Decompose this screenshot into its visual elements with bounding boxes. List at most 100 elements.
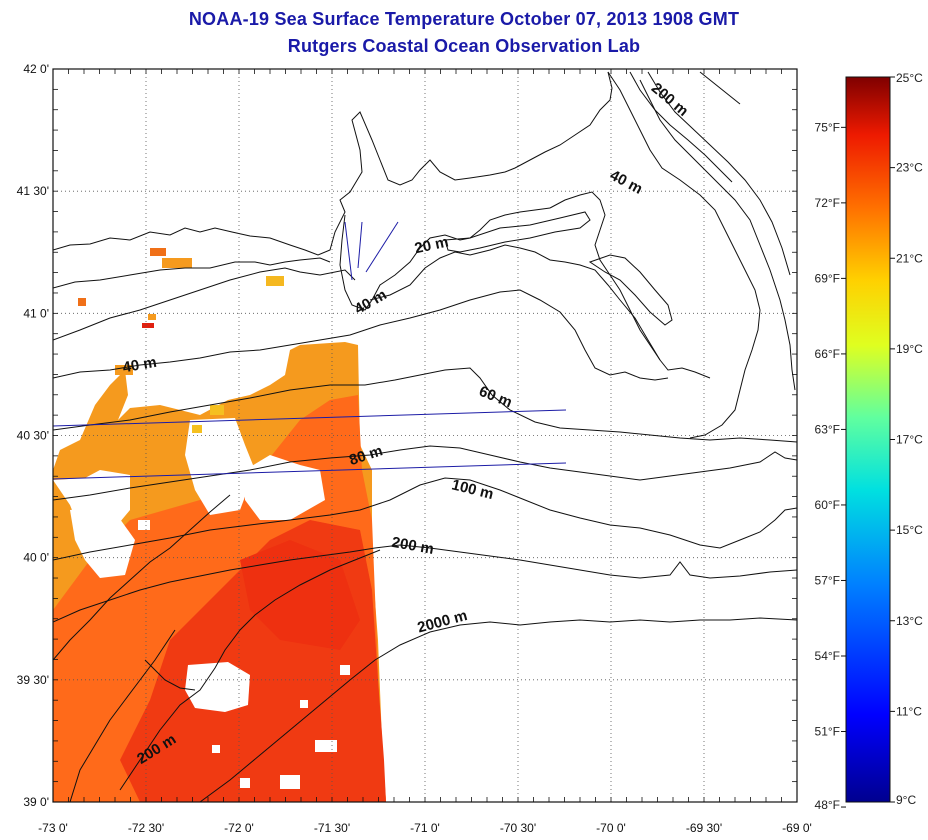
contour-40m [639,79,796,391]
lat-tick-label: 39 0' [23,795,49,809]
sst-speck [142,323,154,328]
contour-label: 2000 m [416,607,470,637]
contour-80m [53,445,797,501]
lon-tick-label: -69 30' [686,821,722,835]
lat-tick-label: 40 0' [23,551,49,565]
coastline [53,71,613,256]
contour-label: 40 m [607,167,645,198]
colorbar-fahrenheit-label: 66°F [815,347,840,361]
map-subtitle: Rutgers Coastal Ocean Observation Lab [287,36,641,56]
coastline [339,207,551,311]
colorbar-fahrenheit-label: 63°F [815,422,840,436]
colorbar-celsius-label: 17°C [896,433,923,447]
contour-label: 20 m [413,234,450,258]
colorbar-celsius-label: 21°C [896,251,923,265]
colorbar-celsius-label: 23°C [896,161,923,175]
lon-tick-label: -73 0' [38,821,68,835]
sst-speck [210,405,224,415]
lat-tick-label: 42 0' [23,62,49,76]
contour-label: 200 m [390,534,435,558]
island [588,254,673,326]
coastline [607,71,761,439]
colorbar-fahrenheit-label: 60°F [815,498,840,512]
colorbar-fahrenheit-label: 72°F [815,196,840,210]
contour [144,659,196,691]
contour-label: 40 m [352,286,390,318]
sst-imagery [53,248,386,802]
ship-track [53,462,567,480]
ship-track [365,221,399,273]
cloud-mask [315,740,337,752]
coastline [53,267,356,341]
cloud-mask [138,520,150,530]
contour-100m [53,477,797,561]
colorbar-celsius-label: 9°C [896,793,916,807]
colorbar-fahrenheit-label: 57°F [815,573,840,587]
coastline [549,191,711,379]
contour-label: 200 m [648,80,692,120]
lon-tick-label: -70 0' [596,821,626,835]
contour-40m [647,71,791,276]
cloud-mask [212,745,220,753]
axis-ticks: -73 0' -72 30' -72 0' -71 30' -71 0' -70 30' -… [17,62,812,835]
ship-track [53,409,567,427]
contour [53,494,231,661]
sst-patch [240,540,360,650]
cloud-mask [185,418,255,515]
contour [69,629,176,802]
contour-20m [369,244,661,361]
colorbar-celsius-label: 13°C [896,614,923,628]
colorbar-celsius-label: 11°C [896,704,922,718]
contour-200m [699,71,741,105]
sst-speck [266,276,284,286]
cloud-mask [185,662,250,712]
colorbar-fahrenheit-label: 75°F [815,120,840,134]
lat-tick-label: 41 0' [23,306,49,320]
sst-speck [150,248,166,256]
cloud-mask [70,505,135,578]
sst-speck [115,365,133,375]
lat-tick-label: 40 30' [17,429,49,443]
colorbar: 25°C 23°C 21°C 19°C 17°C 15°C 13°C 11°C 9°C 75°F 7… [815,71,924,812]
contour-label: 60 m [476,383,514,412]
lon-tick-label: -71 30' [314,821,350,835]
ship-track [344,221,353,281]
lon-tick-label: -72 30' [128,821,164,835]
cloud-mask [240,778,250,788]
colorbar-fahrenheit-label: 54°F [815,649,840,663]
lon-tick-label: -70 30' [500,821,536,835]
colorbar-fahrenheit-label: 51°F [815,725,840,739]
cloud-mask [280,775,300,789]
map-title: NOAA-19 Sea Surface Temperature October … [188,9,740,29]
lat-tick-label: 41 30' [17,184,49,198]
cloud-mask [300,700,308,708]
contour-label: 100 m [450,476,495,503]
lon-tick-label: -71 0' [410,821,440,835]
contour-label: 40 m [121,354,158,377]
colorbar-celsius-label: 25°C [896,71,923,85]
colorbar-gradient [845,76,891,803]
contour-2000m [199,617,797,802]
colorbar-fahrenheit-label: 48°F [815,798,840,812]
sst-speck [192,425,202,433]
colorbar-labels: 25°C 23°C 21°C 19°C 17°C 15°C 13°C 11°C 9°C 75°F 7… [815,71,924,812]
contour-40m [53,289,669,381]
contour-200m [53,544,797,623]
island [444,211,591,253]
sst-speck [162,258,192,268]
contour-60m [53,367,797,443]
lat-tick-label: 39 30' [17,673,49,687]
lon-tick-label: -72 0' [224,821,254,835]
coastline [53,257,331,289]
bathymetry-contours [53,71,797,802]
colorbar-celsius-label: 19°C [896,342,923,356]
cloud-mask [340,665,350,675]
sst-speck [148,314,156,320]
colorbar-celsius-label: 15°C [896,523,923,537]
contour-40m [629,71,733,183]
lon-tick-label: -69 0' [782,821,812,835]
contour-200m [119,549,381,791]
ship-track [357,221,363,269]
colorbar-fahrenheit-label: 69°F [815,271,840,285]
